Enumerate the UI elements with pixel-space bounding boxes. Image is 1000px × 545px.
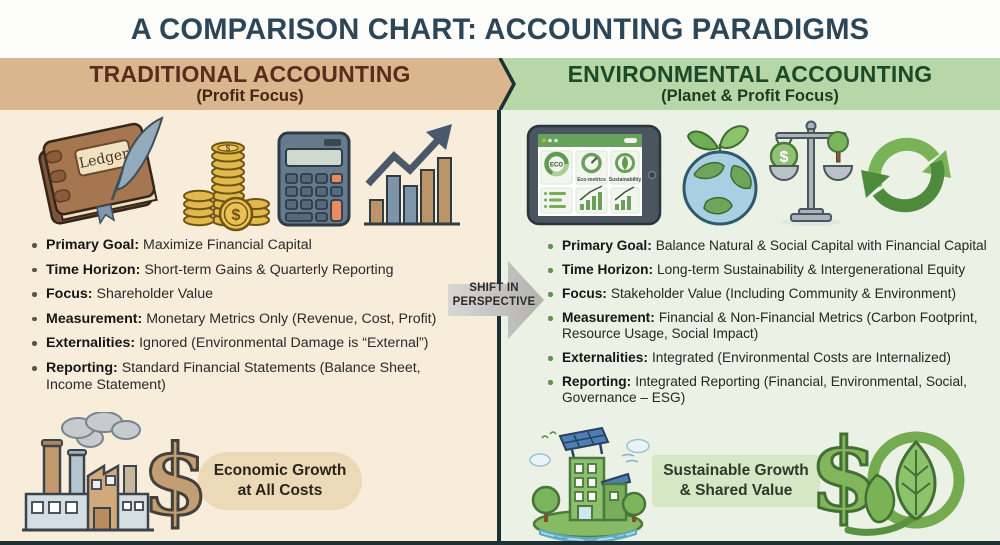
environmental-bullet-list: Primary Goal: Balance Natural & Social Ca… [548,238,1000,414]
bullet-label: Externalities: [46,335,136,352]
traditional-header-panel: TRADITIONAL ACCOUNTING (Profit Focus) [0,58,500,110]
eco-dollar-symbol: $ [814,420,879,534]
coin-stacks-icon: $ $ [183,141,270,232]
list-item: Measurement: Financial & Non-Financial Me… [548,310,1000,342]
bullet-text: Standard Financial Statements (Balance S… [46,360,421,393]
eco-city-icon [529,426,650,542]
list-item: Primary Goal: Maximize Financial Capital [32,237,462,254]
tablet-eco-badge: ECO [550,163,563,169]
ledger-book-icon: Ledger [38,116,164,225]
page-title: A COMPARISON CHART: ACCOUNTING PARADIGMS [130,13,870,46]
shift-label-line2: PERSPECTIVE [452,296,536,309]
sustainable-growth-band: Sustainable Growth & Shared Value [652,455,820,507]
bullet-text: Short-term Gains & Quarterly Reporting [144,261,394,278]
list-item: Reporting: Standard Financial Statements … [32,360,462,393]
title-band [0,0,1000,58]
list-item: Primary Goal: Balance Natural & Social Ca… [548,238,1000,254]
bullet-text: Financial & Non-Financial Metrics (Carbo… [562,310,978,342]
shift-arrow-icon [448,261,544,339]
tablet-eco-metrics-label: Eco-metrics [577,177,606,183]
bottom-border [0,541,1000,545]
bullet-label: Focus: [562,286,607,302]
header-chevron-divider [490,58,516,110]
list-item: Externalities: Integrated (Environmental … [548,350,1000,366]
bullet-label: Primary Goal: [562,238,652,253]
bullet-label: Time Horizon: [562,262,654,278]
bullet-label: Measurement: [562,310,655,326]
environmental-header-panel: ENVIRONMENTAL ACCOUNTING (Planet & Profi… [500,58,1000,110]
economic-growth-pill: Economic Growth at All Costs [198,452,362,510]
balance-scale-icon: $ [768,120,854,226]
bullet-text: Balance Natural & Social Capital with Fi… [655,238,987,253]
traditional-bullet-list: Primary Goal: Maximize Financial Capital … [32,237,462,401]
economic-growth-caption-line1: Economic Growth [213,461,347,479]
list-item: Time Horizon: Long-term Sustainability & … [548,262,1000,278]
traditional-header-subtitle: (Profit Focus) [196,86,304,105]
environmental-header-subtitle: (Planet & Profit Focus) [661,86,839,105]
coin-dollar-symbol: $ [226,144,231,153]
bullet-text: Integrated (Environmental Costs are Inte… [651,350,951,366]
calculator-icon [277,131,351,227]
bullet-label: Primary Goal: [46,237,140,253]
front-coin-dollar-symbol: $ [232,207,241,224]
list-item: Time Horizon: Short-term Gains & Quarterl… [32,262,462,279]
globe-leaf-icon [682,125,758,226]
bullet-label: Externalities: [562,350,648,366]
economic-growth-caption-line2: at All Costs [237,482,323,499]
list-item: Measurement: Monetary Metrics Only (Reven… [32,311,462,328]
bullet-text: Stakeholder Value (Including Community &… [610,286,957,302]
eco-dashboard-tablet-icon: ECO Eco-metrics Sustainability [526,124,662,226]
list-item: Externalities: Ignored (Environmental Dam… [32,335,462,352]
list-item: Focus: Shareholder Value [32,286,462,303]
bullet-text: Monetary Metrics Only (Revenue, Cost, Pr… [146,310,437,327]
growth-bar-chart-icon [364,124,460,226]
bullet-label: Reporting: [562,374,632,390]
eco-dollar-leaf-icon: $ [814,420,965,536]
sustainable-growth-caption-line1: Sustainable Growth [663,461,809,479]
bullet-text: Ignored (Environmental Damage is “Extern… [139,335,429,352]
scale-dollar-symbol: $ [780,149,789,166]
sustainable-growth-caption-line2: & Shared Value [679,482,793,499]
bullet-text: Shareholder Value [96,286,213,303]
list-item: Reporting: Integrated Reporting (Financia… [548,374,1000,406]
panel-divider-line [497,110,501,541]
factory-icon [22,412,154,532]
bullet-label: Measurement: [46,310,143,327]
bullet-label: Reporting: [46,360,118,377]
environmental-header-title: ENVIRONMENTAL ACCOUNTING [567,61,933,88]
bullet-label: Focus: [46,286,93,303]
list-item: Focus: Stakeholder Value (Including Commu… [548,286,1000,302]
bullet-text: Integrated Reporting (Financial, Environ… [562,374,967,406]
recycle-arrows-icon [861,137,951,213]
dollar-sign: $ [141,423,211,539]
bullet-text: Long-term Sustainability & Intergenerati… [657,262,966,278]
shift-label-line1: SHIFT IN [469,282,519,294]
shift-in-perspective-label: SHIFT IN PERSPECTIVE [444,281,544,310]
tablet-sustainability-label: Sustainability [609,177,642,183]
bullet-text: Maximize Financial Capital [143,237,312,253]
traditional-header-title: TRADITIONAL ACCOUNTING [89,61,411,88]
bullet-label: Time Horizon: [46,261,141,278]
